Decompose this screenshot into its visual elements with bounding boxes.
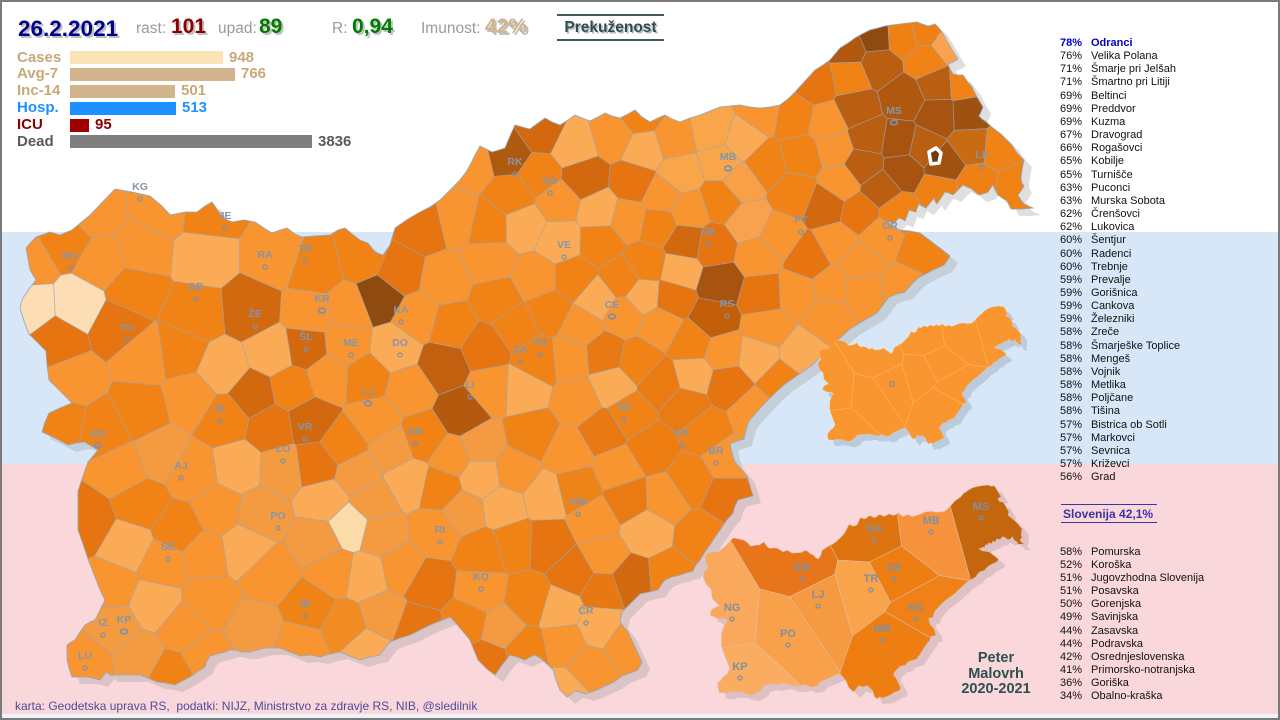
svg-text:KK: KK	[908, 602, 924, 614]
svg-text:CE: CE	[886, 562, 901, 574]
svg-text:RI: RI	[435, 524, 446, 536]
svg-text:NG: NG	[90, 428, 106, 440]
svg-text:MS: MS	[886, 105, 902, 117]
svg-text:TR: TR	[864, 573, 879, 585]
svg-text:LI: LI	[465, 379, 474, 391]
svg-text:NM: NM	[873, 623, 890, 635]
svg-text:GR: GR	[407, 426, 423, 438]
svg-text:AJ: AJ	[174, 460, 188, 472]
svg-text:IZ: IZ	[98, 617, 108, 629]
svg-text:VR: VR	[298, 421, 313, 433]
svg-text:PO: PO	[270, 510, 285, 522]
svg-text:KR: KR	[314, 293, 330, 305]
svg-text:LU: LU	[78, 650, 92, 662]
svg-text:JE: JE	[219, 210, 232, 222]
svg-text:OR: OR	[882, 220, 898, 232]
svg-text:TR: TR	[533, 337, 547, 349]
svg-text:KR: KR	[794, 562, 810, 574]
svg-text:NM: NM	[570, 496, 587, 508]
svg-text:LO: LO	[276, 443, 291, 455]
svg-text:NG: NG	[724, 602, 741, 614]
svg-text:KP: KP	[117, 614, 132, 626]
svg-text:ŠL: ŠL	[299, 330, 313, 343]
svg-text:KA: KA	[393, 304, 409, 316]
svg-text:RK: RK	[507, 156, 523, 168]
svg-text:SE: SE	[617, 401, 631, 413]
svg-text:VE: VE	[557, 239, 571, 251]
svg-text:ZA: ZA	[513, 344, 527, 356]
svg-text:ME: ME	[343, 337, 359, 349]
svg-text:ID: ID	[215, 403, 226, 415]
svg-text:MB: MB	[720, 151, 737, 163]
svg-text:KO: KO	[473, 571, 489, 583]
svg-text:MS: MS	[973, 501, 990, 513]
svg-text:PT: PT	[794, 214, 808, 226]
svg-text:KG: KG	[132, 181, 148, 193]
svg-text:ŽE: ŽE	[248, 307, 261, 320]
svg-text:SG: SG	[866, 523, 882, 535]
svg-text:KP: KP	[732, 661, 747, 673]
svg-text:TR: TR	[298, 243, 312, 255]
svg-text:LE: LE	[975, 149, 988, 161]
svg-text:BB: BB	[188, 281, 204, 293]
svg-text:ČR: ČR	[578, 604, 594, 617]
svg-text:LJ: LJ	[362, 386, 374, 398]
svg-text:IB: IB	[300, 598, 311, 610]
svg-text:CE: CE	[605, 299, 620, 311]
svg-text:SE: SE	[161, 541, 175, 553]
svg-text:RA: RA	[257, 249, 273, 261]
svg-text:LJ: LJ	[812, 589, 825, 601]
svg-text:PO: PO	[780, 628, 796, 640]
svg-text:DO: DO	[392, 337, 408, 349]
svg-text:KK: KK	[674, 427, 690, 439]
svg-text:SG: SG	[542, 175, 557, 187]
svg-text:TO: TO	[120, 322, 134, 334]
svg-text:BO: BO	[62, 250, 78, 262]
svg-text:SB: SB	[701, 226, 716, 238]
svg-text:MB: MB	[922, 515, 939, 527]
svg-text:BR: BR	[708, 445, 724, 457]
svg-text:RS: RS	[720, 298, 735, 310]
